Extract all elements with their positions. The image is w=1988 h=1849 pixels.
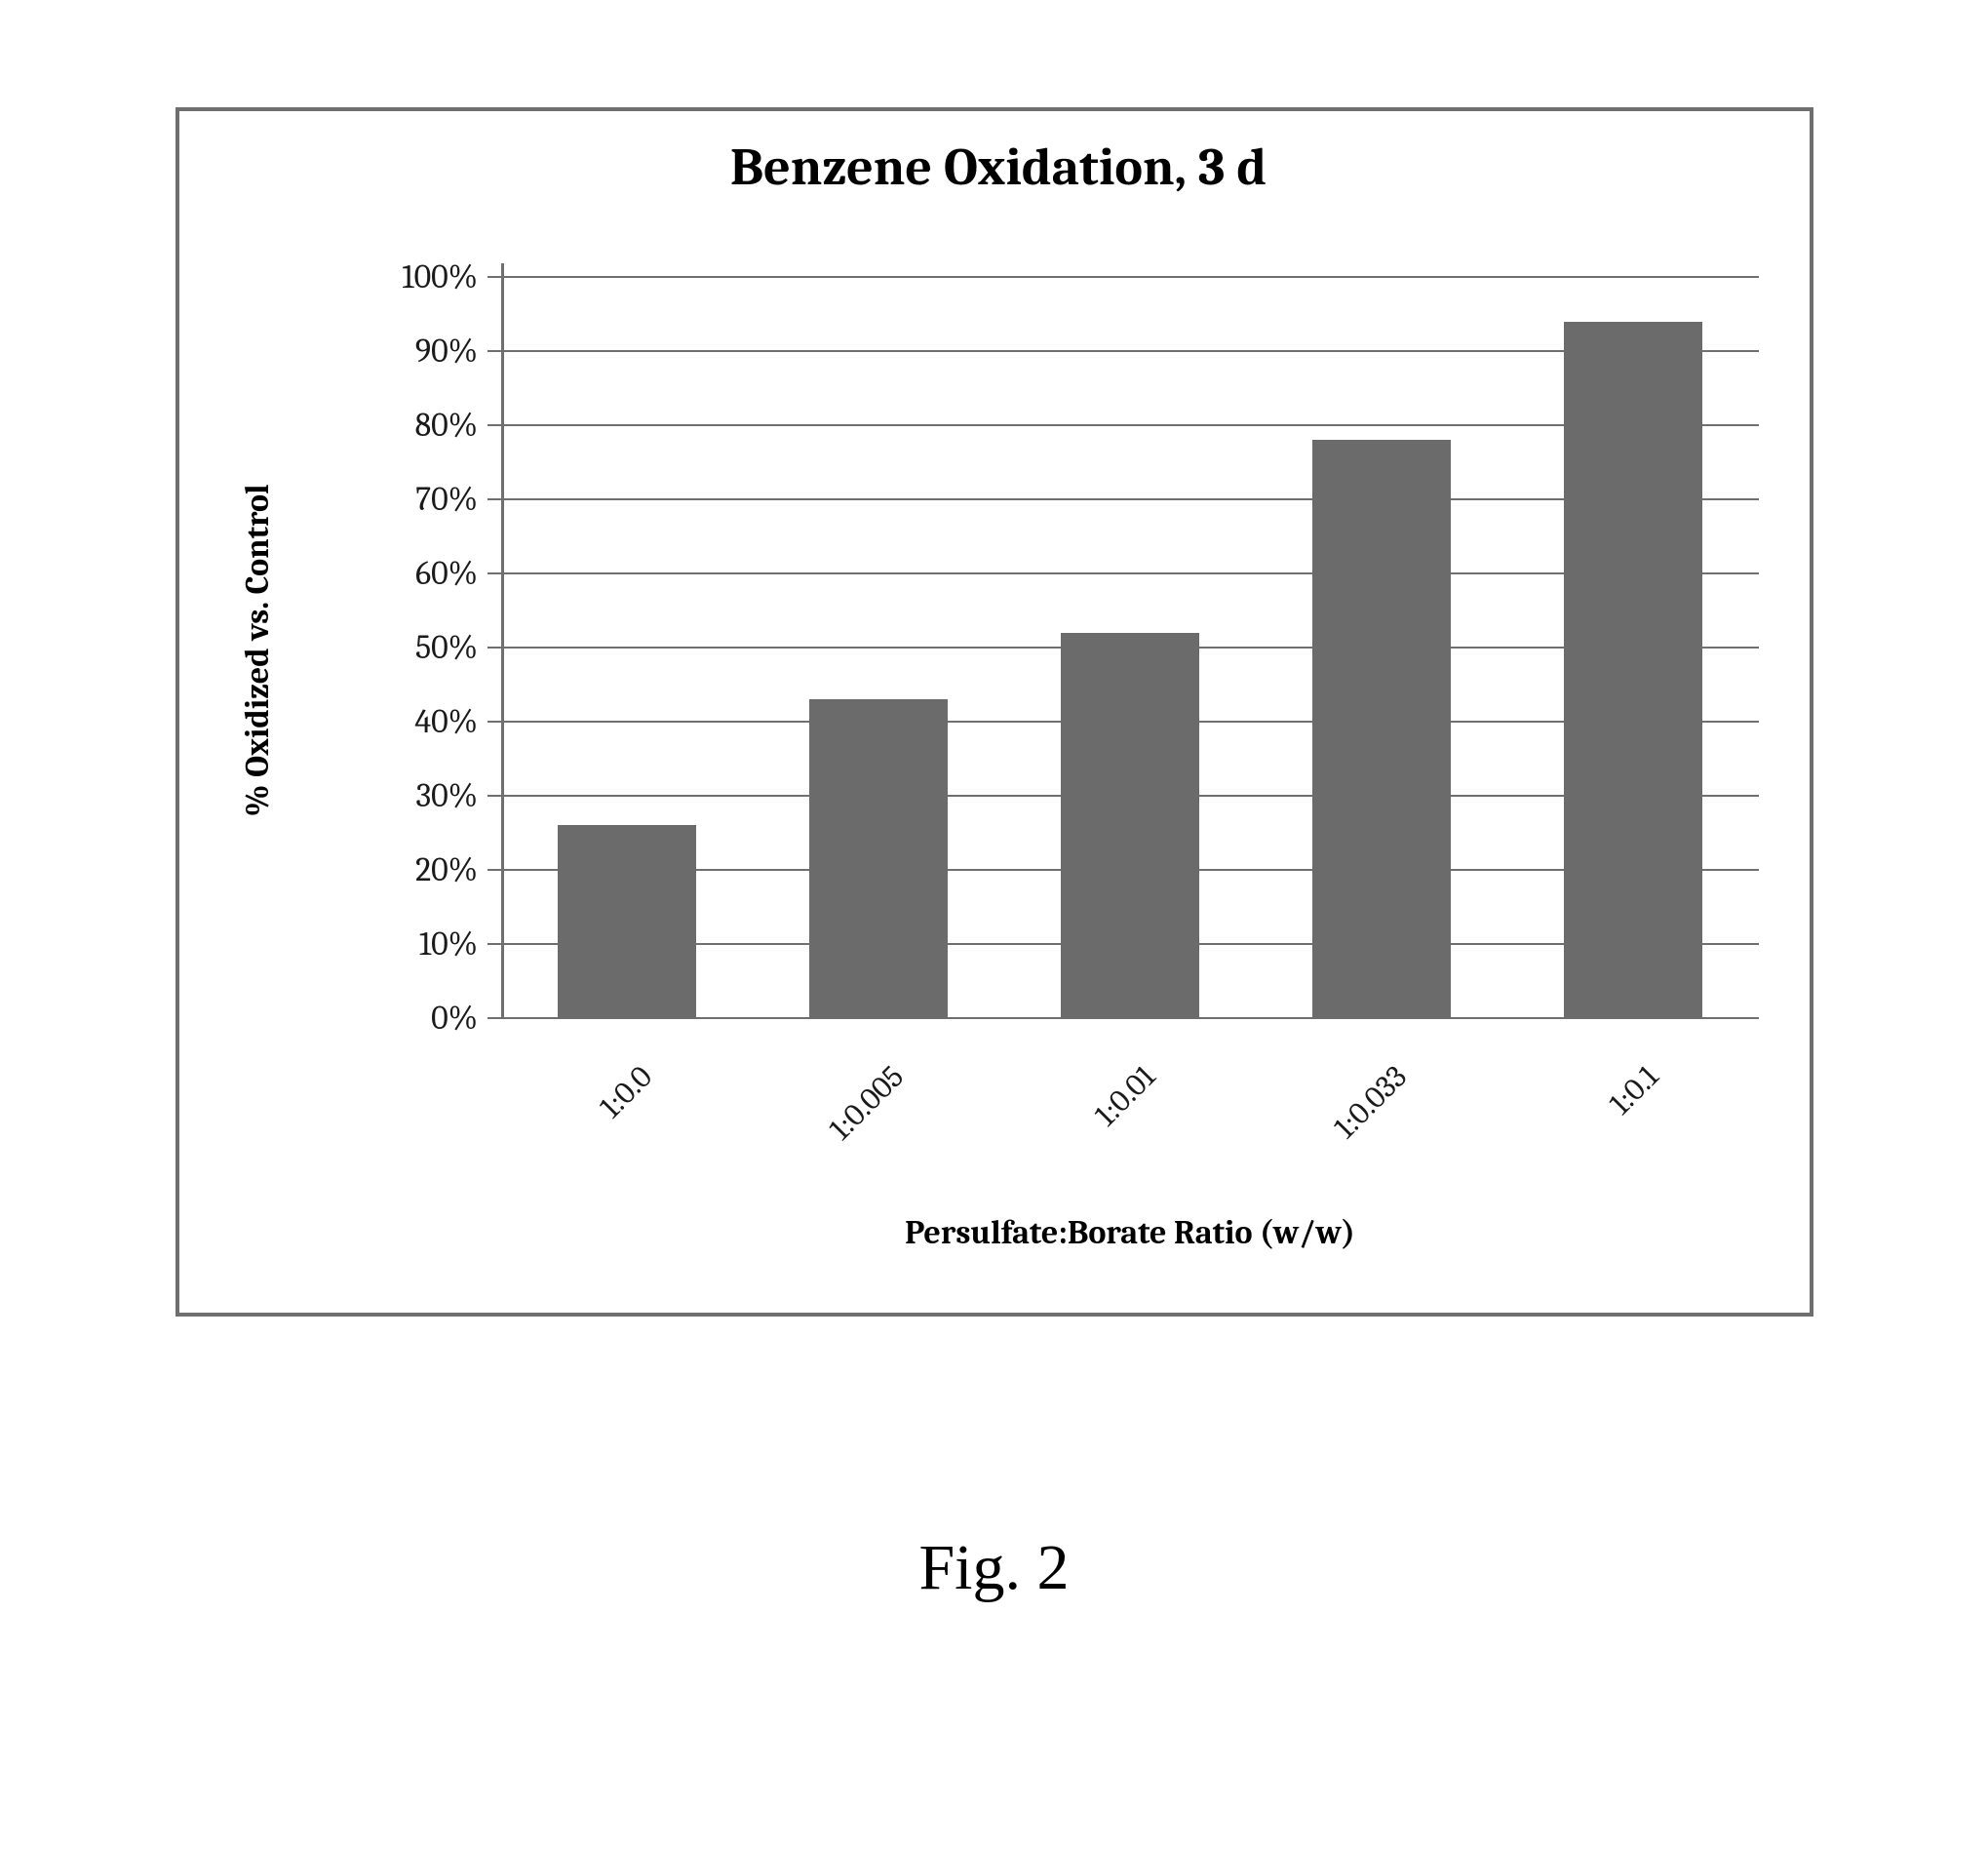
gridline bbox=[501, 276, 1759, 278]
y-tick bbox=[487, 943, 501, 945]
y-tick-label: 90% bbox=[341, 332, 478, 371]
y-tick bbox=[487, 721, 501, 723]
y-tick-label: 60% bbox=[341, 554, 478, 593]
y-tick bbox=[487, 795, 501, 797]
bar bbox=[809, 699, 948, 1018]
x-axis-title: Persulfate:Borate Ratio (w/w) bbox=[501, 1213, 1759, 1252]
y-axis-title: % Oxidized vs. Control bbox=[238, 280, 277, 1021]
bar bbox=[1061, 633, 1199, 1018]
y-tick-label: 80% bbox=[341, 406, 478, 445]
y-axis-line bbox=[501, 277, 504, 1018]
y-tick bbox=[487, 1017, 501, 1019]
y-tick-label: 10% bbox=[341, 924, 478, 964]
y-tick-label: 100% bbox=[341, 257, 478, 296]
bar bbox=[558, 825, 696, 1018]
y-tick bbox=[487, 276, 501, 278]
bar bbox=[1564, 322, 1702, 1018]
y-tick-label: 70% bbox=[341, 480, 478, 519]
y-tick bbox=[487, 498, 501, 500]
y-tick bbox=[487, 647, 501, 649]
chart-title: Benzene Oxidation, 3 d bbox=[179, 137, 1817, 198]
y-tick-label: 20% bbox=[341, 850, 478, 889]
figure-caption: Fig. 2 bbox=[0, 1531, 1988, 1605]
y-tick bbox=[487, 350, 501, 352]
plot-area: 0%10%20%30%40%50%60%70%80%90%100%1:0.01:… bbox=[501, 277, 1759, 1018]
y-tick-label: 50% bbox=[341, 628, 478, 667]
y-tick-label: 40% bbox=[341, 702, 478, 741]
y-tick bbox=[487, 424, 501, 426]
y-tick-label: 30% bbox=[341, 776, 478, 815]
chart-frame: Benzene Oxidation, 3 d 0%10%20%30%40%50%… bbox=[175, 107, 1813, 1317]
bar bbox=[1312, 440, 1451, 1018]
y-axis-top-tick bbox=[501, 263, 504, 277]
y-tick-label: 0% bbox=[341, 999, 478, 1038]
y-tick bbox=[487, 869, 501, 871]
y-tick bbox=[487, 572, 501, 574]
page: Benzene Oxidation, 3 d 0%10%20%30%40%50%… bbox=[0, 0, 1988, 1849]
